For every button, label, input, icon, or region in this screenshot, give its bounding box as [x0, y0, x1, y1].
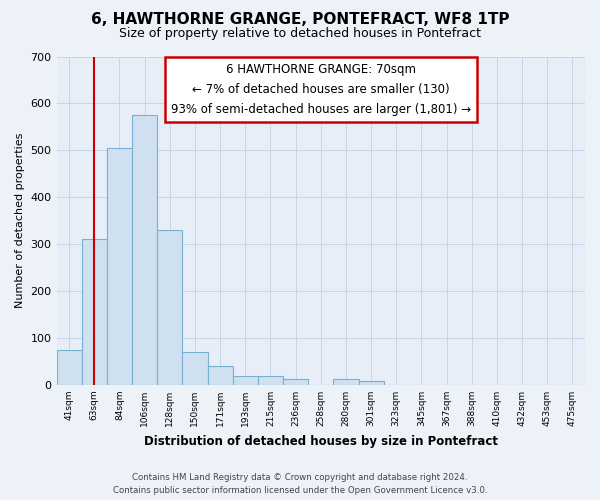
Bar: [283, 380, 308, 385]
Bar: [334, 380, 359, 385]
Bar: [233, 376, 258, 385]
X-axis label: Distribution of detached houses by size in Pontefract: Distribution of detached houses by size …: [144, 434, 498, 448]
Bar: [132, 115, 157, 385]
Bar: [208, 366, 233, 385]
Bar: [157, 230, 182, 385]
Bar: [182, 352, 208, 385]
Text: 6, HAWTHORNE GRANGE, PONTEFRACT, WF8 1TP: 6, HAWTHORNE GRANGE, PONTEFRACT, WF8 1TP: [91, 12, 509, 28]
Bar: [56, 350, 82, 385]
Text: 6 HAWTHORNE GRANGE: 70sqm
← 7% of detached houses are smaller (130)
93% of semi-: 6 HAWTHORNE GRANGE: 70sqm ← 7% of detach…: [171, 63, 471, 116]
Y-axis label: Number of detached properties: Number of detached properties: [15, 133, 25, 308]
Bar: [107, 148, 132, 385]
Bar: [82, 240, 107, 385]
Text: Size of property relative to detached houses in Pontefract: Size of property relative to detached ho…: [119, 28, 481, 40]
Text: Contains HM Land Registry data © Crown copyright and database right 2024.
Contai: Contains HM Land Registry data © Crown c…: [113, 474, 487, 495]
Bar: [258, 376, 283, 385]
Bar: [359, 381, 383, 385]
